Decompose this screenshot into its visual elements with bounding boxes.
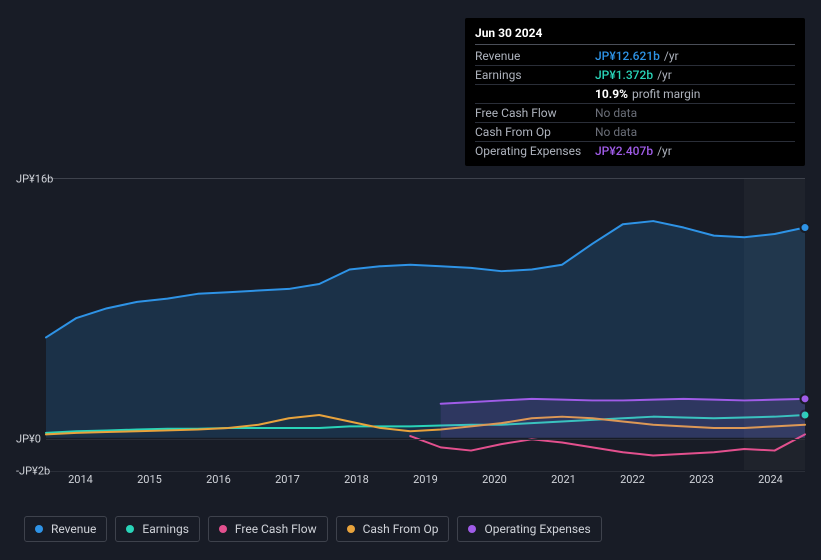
- tooltip-row: RevenueJP¥12.621b/yr: [475, 47, 795, 66]
- series-end-dot: [801, 223, 810, 232]
- gridline: [46, 471, 805, 472]
- tooltip-date: Jun 30 2024: [475, 26, 795, 45]
- x-tick-label: 2021: [529, 473, 598, 486]
- x-tick-label: 2022: [598, 473, 667, 486]
- legend-item[interactable]: Operating Expenses: [457, 516, 601, 542]
- series-end-dot: [801, 394, 810, 403]
- financials-chart: JP¥16bJP¥0-JP¥2b 20142015201620172018201…: [16, 160, 805, 500]
- x-tick-label: 2018: [322, 473, 391, 486]
- legend-label: Cash From Op: [363, 522, 439, 536]
- legend-item[interactable]: Free Cash Flow: [208, 516, 328, 542]
- series-fill: [441, 399, 805, 438]
- tooltip-row-value: JP¥2.407b/yr: [595, 144, 672, 158]
- legend-item[interactable]: Earnings: [115, 516, 200, 542]
- legend-label: Free Cash Flow: [235, 522, 317, 536]
- chart-tooltip: Jun 30 2024 RevenueJP¥12.621b/yrEarnings…: [465, 18, 805, 166]
- x-axis: 2014201520162017201820192020202120222023…: [46, 473, 805, 486]
- tooltip-row-label: Cash From Op: [475, 125, 595, 139]
- y-tick-label: JP¥0: [16, 432, 56, 445]
- legend-item[interactable]: Revenue: [24, 516, 107, 542]
- x-tick-label: 2017: [253, 473, 322, 486]
- legend-dot-icon: [219, 525, 227, 533]
- tooltip-row: Cash From OpNo data: [475, 123, 795, 142]
- x-tick-label: 2020: [460, 473, 529, 486]
- legend-dot-icon: [35, 525, 43, 533]
- chart-legend: Revenue Earnings Free Cash Flow Cash From O…: [24, 516, 602, 542]
- x-tick-label: 2023: [667, 473, 736, 486]
- tooltip-row: EarningsJP¥1.372b/yr: [475, 66, 795, 85]
- tooltip-row-label: Operating Expenses: [475, 144, 595, 158]
- gridline: [46, 439, 805, 440]
- y-tick-label: JP¥16b: [16, 173, 56, 186]
- x-tick-label: 2015: [115, 473, 184, 486]
- tooltip-row-value: JP¥12.621b/yr: [595, 49, 679, 63]
- x-tick-label: 2019: [391, 473, 460, 486]
- tooltip-subrow: 10.9%profit margin: [475, 85, 795, 104]
- tooltip-row: Operating ExpensesJP¥2.407b/yr: [475, 142, 795, 160]
- legend-label: Operating Expenses: [484, 522, 590, 536]
- plot-area[interactable]: JP¥16bJP¥0-JP¥2b: [46, 178, 805, 470]
- tooltip-row-label: Free Cash Flow: [475, 106, 595, 120]
- tooltip-row-value: No data: [595, 106, 637, 120]
- tooltip-row-label: Revenue: [475, 49, 595, 63]
- tooltip-row: Free Cash FlowNo data: [475, 104, 795, 123]
- tooltip-row-value: JP¥1.372b/yr: [595, 68, 672, 82]
- legend-item[interactable]: Cash From Op: [336, 516, 450, 542]
- x-tick-label: 2016: [184, 473, 253, 486]
- tooltip-row-value: No data: [595, 125, 637, 139]
- legend-dot-icon: [468, 525, 476, 533]
- legend-label: Earnings: [142, 522, 189, 536]
- x-tick-label: 2024: [736, 473, 805, 486]
- legend-label: Revenue: [51, 522, 96, 536]
- x-tick-label: 2014: [46, 473, 115, 486]
- legend-dot-icon: [347, 525, 355, 533]
- tooltip-row-label: Earnings: [475, 68, 595, 82]
- legend-dot-icon: [126, 525, 134, 533]
